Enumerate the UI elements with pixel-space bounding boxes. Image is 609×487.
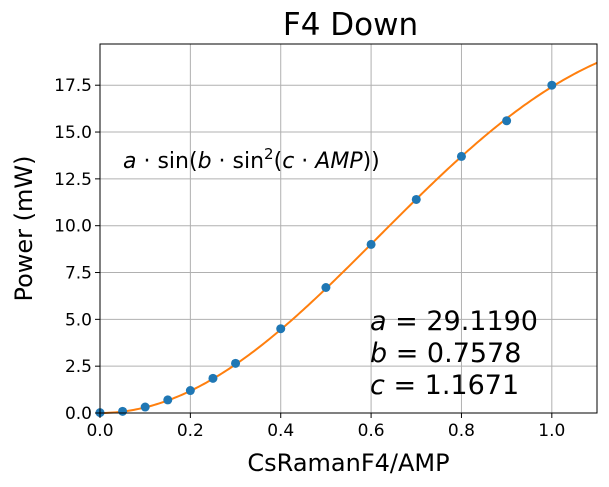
axis-ticks: 0.0 0.2 0.4 0.6 0.8 1.0 0.0 2.5 5.0 7.5 10.0 12.5 15… — [54, 76, 565, 441]
data-point — [185, 386, 195, 396]
data-point — [208, 373, 218, 383]
x-tick-label: 0.2 — [177, 421, 204, 441]
data-point — [118, 406, 128, 416]
y-axis-label: Power (mW) — [10, 155, 38, 301]
formula-c: c — [282, 149, 294, 174]
y-tick-label: 10.0 — [54, 217, 92, 237]
x-tick-label: 1.0 — [538, 421, 565, 441]
formula-sin: · sin — [212, 149, 265, 174]
param-b-value: = 0.7578 — [387, 338, 521, 369]
y-tick-label: 2.5 — [65, 357, 92, 377]
fit-formula-annotation: a · sin(b · sin2(c · AMP)) — [123, 145, 380, 174]
data-point — [321, 283, 331, 293]
x-axis-label: CsRamanF4/AMP — [247, 449, 449, 477]
y-tick-label: 0.0 — [65, 404, 92, 424]
y-tick-label: 5.0 — [65, 310, 92, 330]
data-point — [276, 324, 286, 334]
x-tick-label: 0.8 — [448, 421, 475, 441]
param-a-symbol: a — [370, 306, 387, 337]
chart-title: F4 Down — [283, 7, 418, 43]
formula-amp: AMP — [313, 149, 363, 174]
formula-sin-open: · sin( — [136, 149, 197, 174]
fit-param-c: c = 1.1671 — [370, 370, 519, 401]
formula-exponent: 2 — [264, 145, 274, 163]
data-point — [502, 116, 512, 126]
data-point — [231, 358, 241, 368]
data-points-layer — [95, 80, 557, 418]
y-tick-label: 15.0 — [54, 123, 92, 143]
data-point — [163, 395, 173, 405]
param-a-value: = 29.1190 — [387, 306, 538, 337]
plot-frame — [99, 43, 598, 414]
formula-paren-open: ( — [274, 149, 283, 174]
y-tick-label: 12.5 — [54, 170, 92, 190]
fit-curve-line — [99, 61, 598, 414]
param-b-symbol: b — [370, 338, 387, 369]
y-tick-label: 7.5 — [65, 264, 92, 284]
param-c-symbol: c — [370, 370, 385, 401]
formula-b: b — [198, 149, 212, 174]
fit-curve-layer — [99, 61, 598, 414]
formula-dot: · — [294, 149, 315, 174]
data-point — [456, 151, 466, 161]
y-tick-label: 17.5 — [54, 76, 92, 96]
data-point — [547, 80, 557, 90]
formula-a: a — [123, 149, 136, 174]
data-point — [411, 194, 421, 204]
data-point — [140, 402, 150, 412]
x-tick-label: 0.0 — [86, 421, 113, 441]
fit-param-b: b = 0.7578 — [370, 338, 521, 369]
fit-param-a: a = 29.1190 — [370, 306, 538, 337]
grid — [99, 44, 597, 414]
data-point — [366, 239, 376, 249]
formula-paren-close: )) — [363, 149, 380, 174]
param-c-value: = 1.1671 — [385, 370, 519, 401]
x-tick-label: 0.6 — [358, 421, 385, 441]
x-tick-label: 0.4 — [267, 421, 294, 441]
